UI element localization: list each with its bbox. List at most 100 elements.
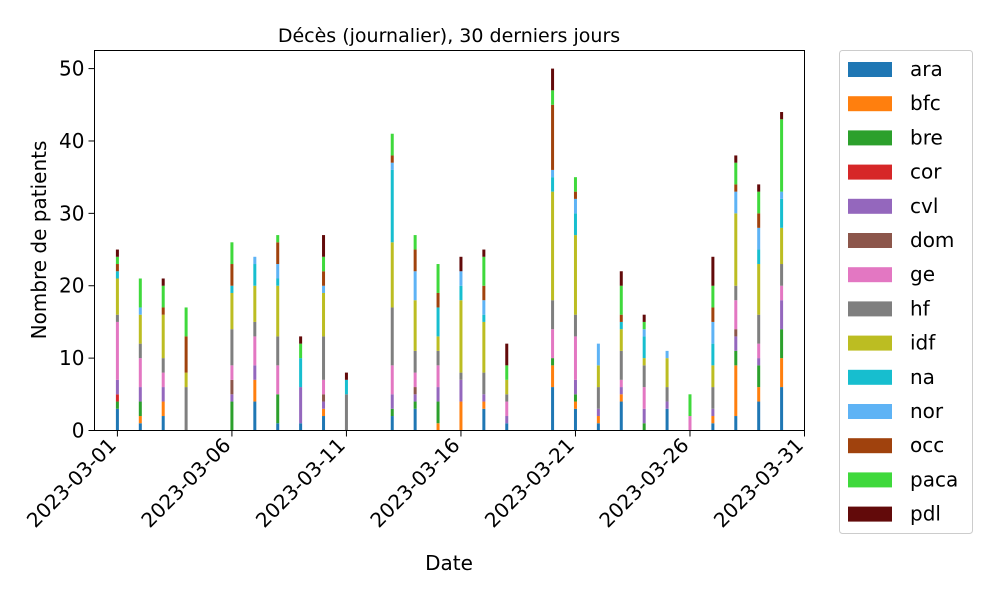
bar-ge-2023-03-06 [230,365,234,380]
bar-idf-2023-03-15 [436,336,440,351]
bar-na-2023-03-24 [642,336,646,359]
bar-ge-2023-03-08 [276,365,280,395]
bar-ara-2023-03-18 [505,423,509,431]
bar-paca-2023-03-06 [230,242,234,265]
bar-cvl-2023-03-27 [711,408,715,417]
bar-nor-2023-03-16 [459,271,463,286]
legend-swatch-cvl [848,198,892,214]
bar-ara-2023-03-14 [413,408,417,431]
bar-paca-2023-03-18 [505,365,509,380]
bar-pdl-2023-03-01 [115,249,119,257]
bar-ge-2023-03-15 [436,365,440,388]
bar-cvl-2023-03-30 [780,300,784,330]
bar-dom-2023-03-14 [413,387,417,395]
bar-occ-2023-03-29 [757,213,761,228]
legend-frame [839,50,973,534]
bar-bre-2023-03-24 [642,423,646,431]
bar-idf-2023-03-08 [276,285,280,337]
bar-idf-2023-03-24 [642,358,646,366]
bar-hf-2023-03-15 [436,350,440,366]
bar-bfc-2023-03-29 [757,387,761,402]
bar-paca-2023-03-24 [642,321,646,330]
bar-ge-2023-03-24 [642,387,646,409]
bar-cvl-2023-03-03 [161,387,165,402]
bar-ara-2023-03-09 [299,423,303,431]
bar-occ-2023-03-21 [573,191,577,199]
legend-label-ge: ge [910,262,935,286]
bar-pdl-2023-03-16 [459,256,463,272]
x-tick-label: 2023-03-16 [365,433,464,532]
legend-swatch-ara [848,62,892,77]
bar-occ-2023-03-15 [436,292,440,308]
bar-bfc-2023-03-22 [596,416,600,424]
y-axis-ticks: 0 10 20 30 40 50 [59,57,95,443]
bar-nor-2023-03-30 [780,191,784,199]
bar-cvl-2023-03-13 [390,394,394,409]
bar-hf-2023-03-02 [138,343,142,359]
legend-swatch-bfc [848,96,892,112]
bar-pdl-2023-03-27 [711,256,715,286]
legend-label-ara: ara [910,57,943,81]
legend-swatch-dom [848,233,892,248]
bar-occ-2023-03-08 [276,242,280,265]
bar-idf-2023-03-03 [161,314,165,359]
bar-paca-2023-03-13 [390,133,394,156]
bar-nor-2023-03-07 [253,256,257,265]
y-tick-label: 40 [59,129,84,153]
bar-ge-2023-03-18 [505,401,509,417]
x-tick-label: 2023-03-26 [594,433,693,532]
bar-cvl-2023-03-09 [299,387,303,424]
bar-hf-2023-03-14 [413,350,417,373]
bar-idf-2023-03-01 [115,278,119,315]
bar-ara-2023-03-28 [734,416,738,431]
legend-label-cvl: cvl [910,194,938,218]
bar-idf-2023-03-18 [505,379,509,395]
bar-paca-2023-03-23 [619,285,623,315]
bar-bre-2023-03-20 [551,358,555,366]
bar-na-2023-03-16 [459,285,463,301]
bar-pdl-2023-03-17 [482,249,486,257]
bar-na-2023-03-30 [780,198,784,228]
bar-paca-2023-03-21 [573,177,577,192]
legend-label-idf: idf [910,331,936,355]
legend-swatch-paca [848,472,892,488]
bar-idf-2023-03-28 [734,213,738,286]
bar-paca-2023-03-10 [322,256,326,272]
bar-hf-2023-03-20 [551,300,555,330]
bar-cvl-2023-03-17 [482,394,486,402]
bar-bre-2023-03-28 [734,350,738,366]
bar-na-2023-03-17 [482,314,486,322]
bar-cvl-2023-03-28 [734,336,738,351]
bar-ge-2023-03-14 [413,372,417,388]
bar-idf-2023-03-27 [711,365,715,388]
bar-bre-2023-03-13 [390,408,394,417]
bar-ge-2023-03-07 [253,336,257,366]
bar-ara-2023-03-20 [551,387,555,431]
bar-hf-2023-03-08 [276,336,280,366]
bar-bfc-2023-03-20 [551,365,555,388]
bar-nor-2023-03-29 [757,227,761,250]
bar-hf-2023-03-27 [711,387,715,409]
bar-hf-2023-03-07 [253,321,257,337]
y-tick-label: 20 [59,274,84,298]
bar-ge-2023-03-30 [780,285,784,301]
bar-idf-2023-03-17 [482,321,486,373]
bar-layer [115,68,784,431]
bar-paca-2023-03-04 [184,307,188,337]
bar-paca-2023-03-17 [482,256,486,286]
x-tick-label: 2023-03-06 [136,433,235,532]
bar-hf-2023-03-01 [115,314,119,322]
legend-swatch-idf [848,335,892,351]
bar-nor-2023-03-17 [482,300,486,315]
bar-paca-2023-03-02 [138,278,142,308]
y-axis-title: Nombre de patients [27,141,51,340]
bar-nor-2023-03-08 [276,264,280,279]
bar-occ-2023-03-01 [115,264,119,272]
bar-idf-2023-03-06 [230,292,234,330]
bar-paca-2023-03-15 [436,264,440,293]
bar-nor-2023-03-21 [573,198,577,214]
legend-label-cor: cor [910,160,942,184]
bar-ara-2023-03-10 [322,416,326,431]
bar-idf-2023-03-25 [665,358,669,388]
